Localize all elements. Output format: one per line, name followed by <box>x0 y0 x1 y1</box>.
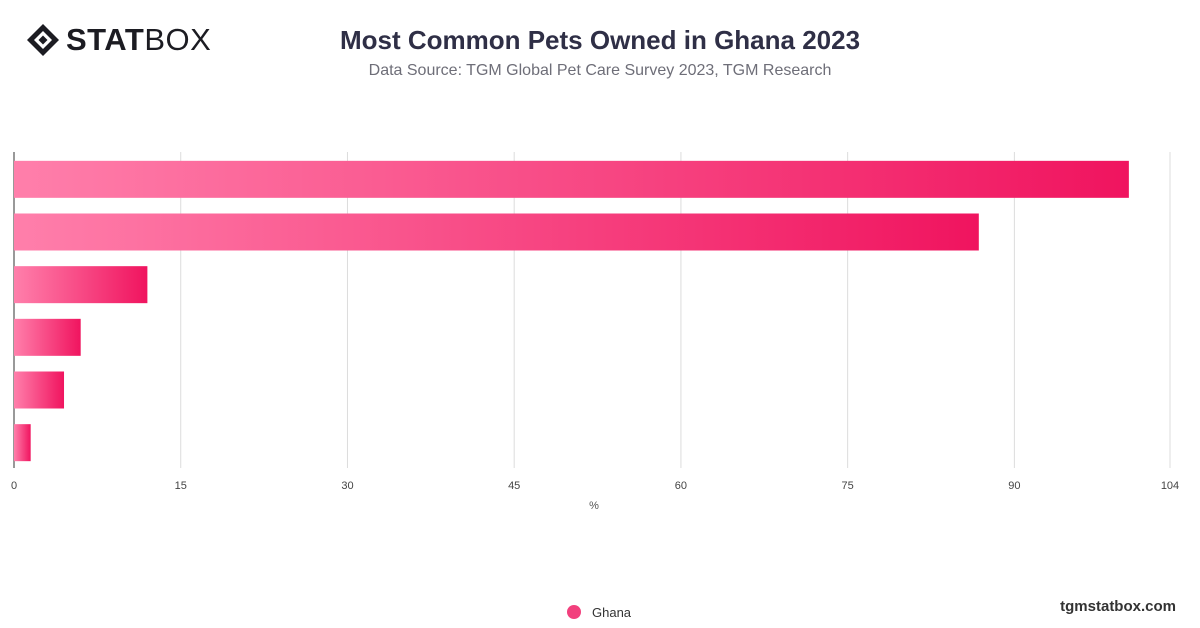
x-tick-label: 104 <box>1161 480 1179 492</box>
x-tick-label: 90 <box>1008 480 1020 492</box>
x-tick-label: 0 <box>11 480 17 492</box>
legend[interactable]: Ghana <box>567 602 631 622</box>
chart-title: Most Common Pets Owned in Ghana 2023 <box>339 25 861 55</box>
x-tick-label: 45 <box>508 480 520 492</box>
logo-text-bold: STAT <box>66 22 145 57</box>
legend-label: Ghana <box>592 604 632 620</box>
legend-marker <box>567 605 581 619</box>
bar[interactable] <box>14 371 65 409</box>
logo-text-light: BOX <box>144 22 212 57</box>
x-tick-label: 30 <box>341 480 353 492</box>
chart-subtitle: Data Source: TGM Global Pet Care Survey … <box>368 62 832 79</box>
bar[interactable] <box>14 213 979 251</box>
bar[interactable] <box>14 160 1129 198</box>
site-url[interactable]: tgmstatbox.com <box>1060 598 1176 615</box>
x-axis-title: % <box>589 500 599 512</box>
bar[interactable] <box>14 424 31 462</box>
statbox-diamond-icon <box>27 24 59 56</box>
x-tick-label: 15 <box>175 480 187 492</box>
bar[interactable] <box>14 266 148 304</box>
x-tick-label: 60 <box>675 480 687 492</box>
logo-wordmark: STATBOX <box>66 22 211 58</box>
x-tick-label: 75 <box>842 480 854 492</box>
bar[interactable] <box>14 318 81 356</box>
statbox-logo: STATBOX <box>26 22 211 58</box>
